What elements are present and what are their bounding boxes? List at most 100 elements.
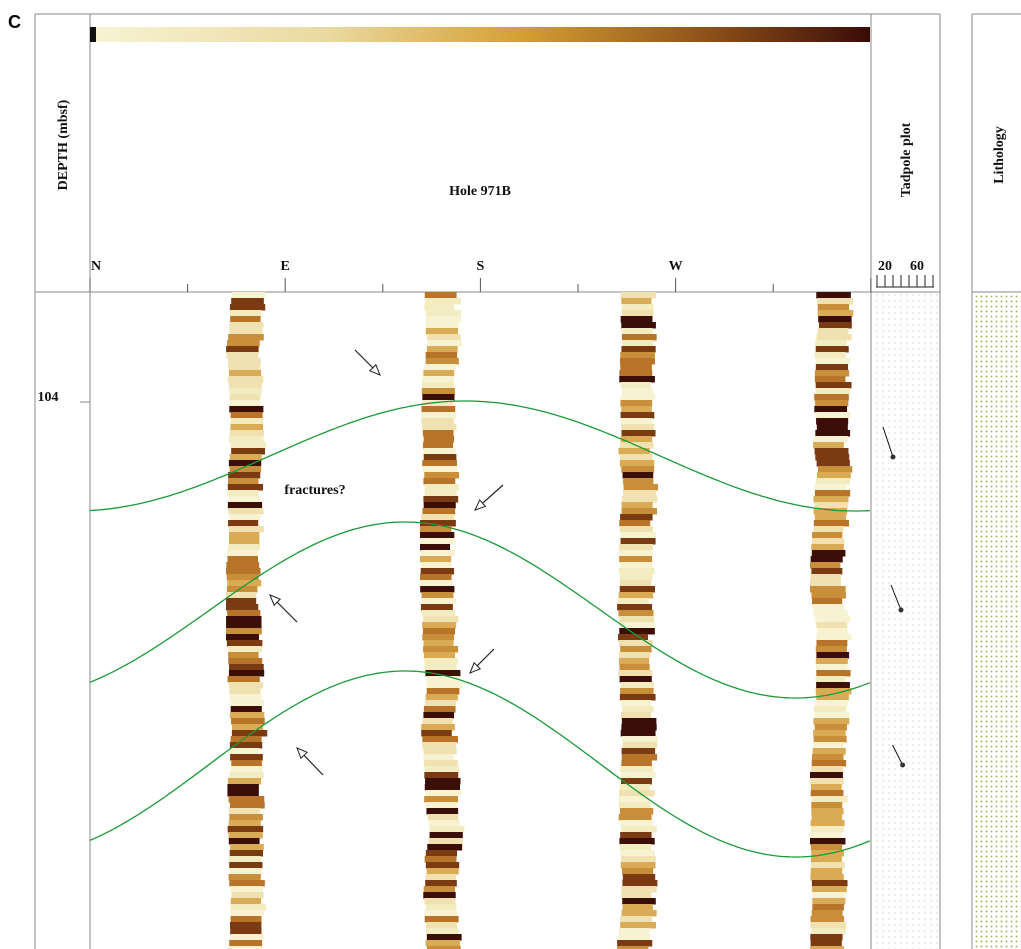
strip-segment xyxy=(619,616,654,623)
strip-segment xyxy=(229,310,262,317)
strip-segment xyxy=(231,292,266,299)
strip-segment xyxy=(618,610,654,617)
strip-segment xyxy=(619,526,653,533)
strip-segment xyxy=(420,574,452,581)
fracture-sinusoids xyxy=(89,400,871,858)
strip-segment xyxy=(227,778,262,785)
strip-segment xyxy=(423,478,456,485)
strip-segment xyxy=(229,850,264,857)
strip-segment xyxy=(620,700,652,707)
strip-segment xyxy=(620,730,656,737)
strip-segment xyxy=(229,388,262,395)
strip-segment xyxy=(811,760,847,767)
strip-segment xyxy=(619,766,654,773)
strip-segment xyxy=(420,580,453,587)
strip-segment xyxy=(425,352,458,359)
strip-segment xyxy=(810,826,844,833)
strip-segment xyxy=(815,616,851,623)
strip-segment xyxy=(811,550,846,557)
strip-segment xyxy=(423,442,454,449)
strip-segment xyxy=(230,898,262,905)
strip-segment xyxy=(621,760,652,767)
strip-segment xyxy=(425,322,460,329)
strip-segment xyxy=(621,406,652,413)
arrow-head xyxy=(269,594,282,607)
strip-segment xyxy=(621,508,657,515)
strip-segment xyxy=(421,610,456,617)
strip-segment xyxy=(229,772,264,779)
strip-segment xyxy=(622,904,653,911)
strip-segment xyxy=(420,568,455,575)
strip-segment xyxy=(814,484,847,491)
strip-segment xyxy=(618,796,650,803)
strip-segment xyxy=(230,706,262,713)
strip-segment xyxy=(619,568,655,575)
strip-segment xyxy=(813,436,848,443)
tadpole xyxy=(900,762,906,768)
arrow-head xyxy=(368,363,381,376)
strip-segment xyxy=(422,622,457,629)
strip-segment xyxy=(811,862,845,869)
strip-segment xyxy=(620,850,655,857)
strip-segment xyxy=(229,400,261,407)
strip-segment xyxy=(815,700,848,707)
strip-segment xyxy=(426,946,461,949)
strip-segment xyxy=(423,646,459,653)
strip-segment xyxy=(815,478,850,485)
strip-segment xyxy=(424,898,456,905)
strip-segment xyxy=(420,586,455,593)
strip-segment xyxy=(227,376,264,383)
strip-segment xyxy=(422,508,456,515)
strip-segment xyxy=(620,514,653,521)
strip-segment xyxy=(425,940,461,947)
strip-segment xyxy=(229,748,260,755)
strip-segment xyxy=(227,550,259,557)
strip-segment xyxy=(620,862,656,869)
strip-segment xyxy=(229,664,264,671)
depth-title: DEPTH (mbsf) xyxy=(56,99,71,190)
strip-segment xyxy=(229,814,263,821)
strip-segment xyxy=(620,352,655,359)
strip-segment xyxy=(816,694,849,701)
strip-segment xyxy=(231,892,264,899)
strip-segment xyxy=(231,700,265,707)
strip-segment xyxy=(230,442,266,449)
strip-segment xyxy=(230,916,262,923)
strip-segment xyxy=(810,946,844,949)
strip-segment xyxy=(621,502,653,509)
strip-segment xyxy=(226,598,257,605)
strip-segment xyxy=(817,310,854,317)
strip-segment xyxy=(815,430,851,437)
strip-segment xyxy=(813,610,848,617)
strip-segment xyxy=(229,406,264,413)
strip-segment xyxy=(811,754,844,761)
strip-segment xyxy=(230,316,261,323)
strip-segment xyxy=(426,682,463,689)
strip-segment xyxy=(620,916,653,923)
strip-segment xyxy=(226,346,259,353)
strip-segment xyxy=(421,514,455,521)
strip-segment xyxy=(810,778,844,785)
strip-segment xyxy=(621,772,656,779)
strip-segment xyxy=(426,688,460,695)
strip-segment xyxy=(814,724,847,731)
strip-segment xyxy=(226,352,259,359)
tadpole-tail xyxy=(882,426,894,458)
strip-segment xyxy=(815,340,847,347)
strip-segment xyxy=(229,436,264,443)
strip-segment xyxy=(425,298,462,305)
strip-segment xyxy=(423,502,456,509)
strip-segment xyxy=(811,802,843,809)
strip-segment xyxy=(811,856,842,863)
strip-segment xyxy=(231,298,264,305)
strip-segment xyxy=(619,694,656,701)
strip-segment xyxy=(424,766,460,773)
strip-segment xyxy=(623,484,658,491)
strip-segment xyxy=(229,430,265,437)
strip-segment xyxy=(620,316,653,323)
strip-segment xyxy=(810,580,842,587)
strip-segment xyxy=(421,418,454,425)
strip-segment xyxy=(621,736,658,743)
strip-segment xyxy=(619,376,655,383)
